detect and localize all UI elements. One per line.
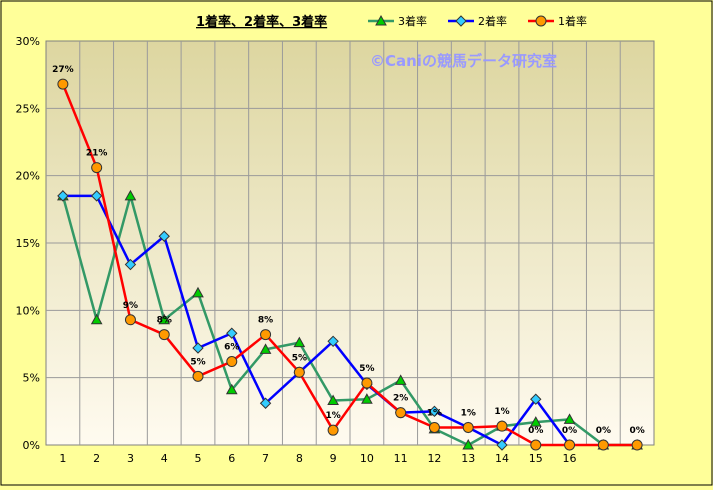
series-2-point <box>57 78 69 90</box>
series-2-point <box>496 420 508 432</box>
data-label: 8% <box>157 316 172 326</box>
series-1-point <box>124 258 137 271</box>
series-1-point <box>530 393 542 405</box>
series-0-point <box>293 336 306 348</box>
y-tick-label: 5% <box>23 372 40 385</box>
legend-label-2: 1着率 <box>558 14 587 28</box>
data-label: 5% <box>190 357 205 367</box>
x-tick-label: 6 <box>228 452 235 465</box>
series-0-point <box>327 394 339 406</box>
series-2-point <box>91 162 103 174</box>
series-1-point <box>327 335 339 348</box>
series-0-point <box>361 393 373 404</box>
series-2-point <box>462 421 474 433</box>
x-tick-label: 12 <box>427 452 441 465</box>
y-tick-label: 25% <box>16 102 40 115</box>
data-label: 0% <box>528 426 543 436</box>
data-label: 1% <box>461 408 476 418</box>
series-0-point <box>158 313 171 325</box>
series-0-point <box>225 383 238 395</box>
x-tick-label: 10 <box>360 452 374 465</box>
series-1-point <box>158 230 170 242</box>
series-1-point <box>428 405 441 418</box>
series-1-point <box>226 327 238 339</box>
series-2-point <box>260 329 272 341</box>
series-2-point <box>631 439 643 451</box>
x-tick-label: 16 <box>563 452 577 465</box>
x-tick-label: 15 <box>529 452 543 465</box>
legend-marker-0 <box>375 14 387 26</box>
data-label: 0% <box>629 426 644 436</box>
x-tick-label: 8 <box>296 452 303 465</box>
data-label: 0% <box>596 426 611 436</box>
legend-marker-2 <box>535 15 547 27</box>
series-1-point <box>192 342 204 354</box>
series-0-point <box>462 438 475 450</box>
data-label: 9% <box>123 301 138 311</box>
x-tick-label: 2 <box>93 452 100 465</box>
series-2-point <box>395 407 407 419</box>
series-2-point <box>158 329 170 341</box>
x-tick-label: 14 <box>495 452 509 465</box>
series-2-point <box>192 370 204 382</box>
series-line-0 <box>61 194 638 447</box>
y-tick-label: 15% <box>16 237 40 250</box>
x-tick-label: 9 <box>330 452 337 465</box>
series-0-point <box>259 343 272 354</box>
series-2-point <box>564 439 576 451</box>
data-label: 1% <box>494 407 509 417</box>
series-2-point <box>428 421 440 433</box>
x-tick-label: 11 <box>394 452 408 465</box>
data-label: 5% <box>359 364 374 374</box>
x-tick-label: 3 <box>127 452 134 465</box>
series-2-point <box>530 439 542 451</box>
series-0-point <box>394 374 407 385</box>
x-tick-label: 7 <box>262 452 269 465</box>
series-0-point <box>124 189 137 201</box>
series-2-point <box>293 366 305 378</box>
x-tick-label: 4 <box>161 452 168 465</box>
series-1-point <box>57 190 69 202</box>
series-0-point <box>192 286 204 298</box>
series-2-point <box>597 439 609 451</box>
series-line-2 <box>61 83 638 447</box>
series-2-point <box>226 356 238 368</box>
data-label: 8% <box>258 316 273 326</box>
y-tick-label: 10% <box>16 304 40 317</box>
data-label: 6% <box>224 343 239 353</box>
series-line-1 <box>62 194 571 447</box>
series-0-point <box>90 313 103 325</box>
legend-marker-1 <box>455 15 467 27</box>
x-tick-label: 13 <box>461 452 475 465</box>
series-0-point <box>529 416 542 427</box>
x-tick-label: 5 <box>195 452 202 465</box>
y-tick-label: 20% <box>16 170 40 183</box>
series-2-point <box>327 424 339 436</box>
watermark: ©Caniの競馬データ研究室 <box>370 52 557 70</box>
series-2-point <box>361 377 373 389</box>
y-tick-label: 30% <box>16 35 40 48</box>
data-label: 5% <box>292 353 307 363</box>
data-label: 1% <box>427 408 442 418</box>
data-label: 1% <box>325 411 340 421</box>
legend-label-1: 2着率 <box>478 14 507 28</box>
series-1-point <box>259 397 272 409</box>
series-2-point <box>124 314 136 326</box>
chart-title: 1着率、2着率、3着率 <box>196 14 327 30</box>
data-label: 21% <box>86 149 108 159</box>
legend-label-0: 3着率 <box>398 14 427 28</box>
x-tick-label: 1 <box>59 452 66 465</box>
data-label: 0% <box>562 426 577 436</box>
data-label: 2% <box>393 394 408 404</box>
series-0-point <box>563 413 576 424</box>
data-label: 27% <box>52 65 74 75</box>
series-1-point <box>496 439 508 451</box>
series-1-point <box>90 190 103 202</box>
y-tick-label: 0% <box>23 439 40 452</box>
